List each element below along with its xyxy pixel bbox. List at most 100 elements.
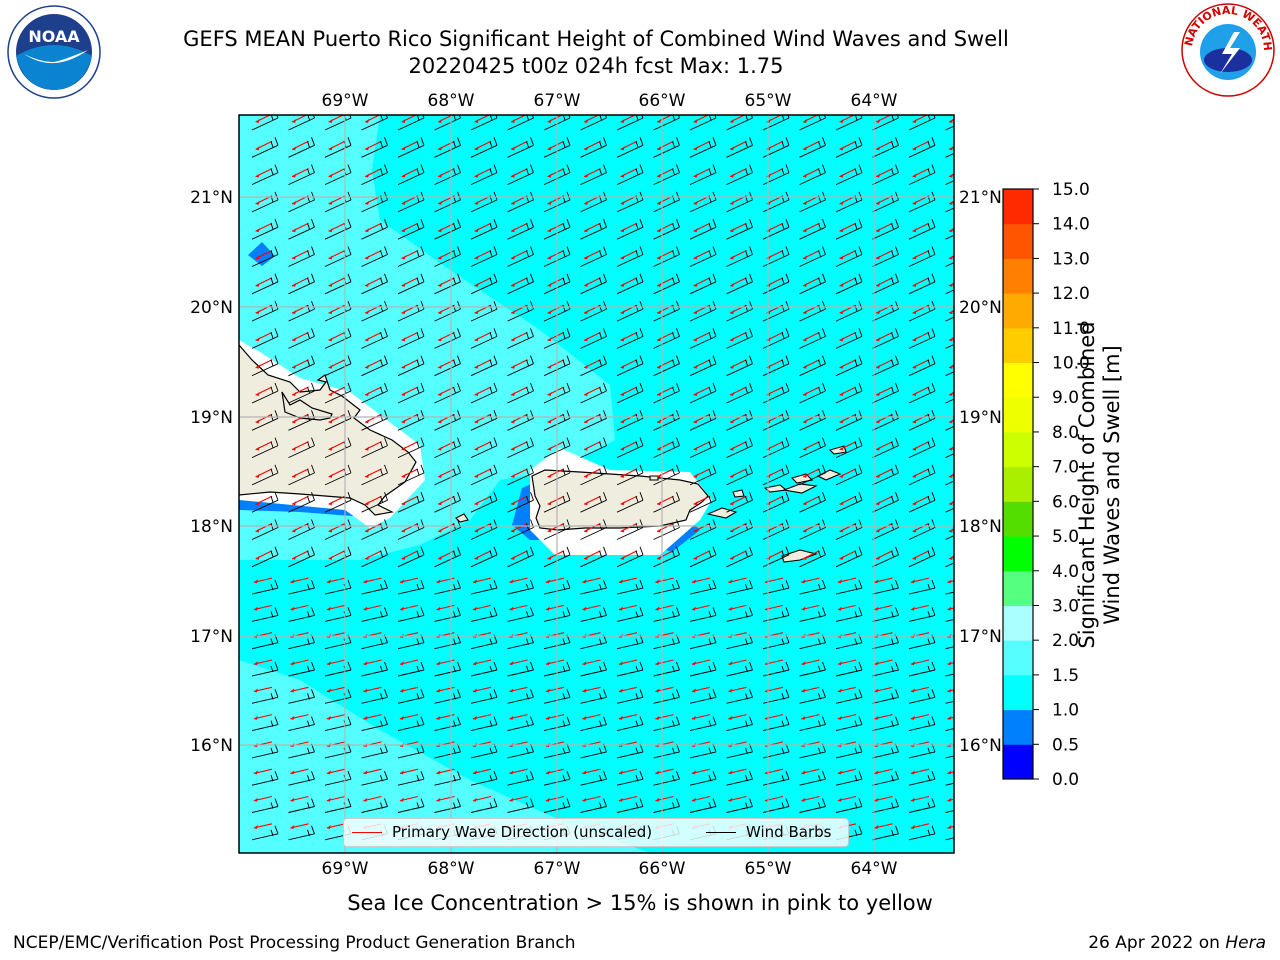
wave-arrow-head bbox=[436, 797, 441, 802]
map-legend: Primary Wave Direction (unscaled) Wind B… bbox=[343, 818, 849, 847]
wind-barb bbox=[945, 125, 954, 131]
wind-barb bbox=[470, 273, 498, 295]
wave-arrow-head bbox=[328, 392, 333, 397]
wind-barb bbox=[689, 771, 717, 786]
wind-barb bbox=[616, 771, 644, 786]
lon-label-top: 66°W bbox=[639, 91, 686, 111]
wave-arrow-head bbox=[255, 228, 260, 233]
wave-arrow-head bbox=[693, 528, 698, 533]
wind-barb bbox=[945, 562, 954, 568]
wind-barb bbox=[470, 137, 498, 158]
wave-arrow-head bbox=[328, 419, 333, 424]
wind-barb bbox=[726, 219, 753, 240]
noaa-logo-icon: NOAA bbox=[7, 5, 101, 99]
wind-barb bbox=[653, 607, 680, 622]
wave-arrow-head bbox=[839, 364, 844, 369]
wave-arrow-head bbox=[801, 661, 806, 666]
wind-barb bbox=[434, 115, 461, 131]
wave-arrow-head bbox=[730, 419, 735, 424]
wind-barb bbox=[835, 355, 863, 377]
wave-arrow-head bbox=[399, 579, 404, 584]
wind-barb bbox=[835, 661, 863, 677]
wave-arrow-head bbox=[292, 528, 297, 533]
wave-arrow-head bbox=[620, 119, 625, 124]
wave-arrow-head bbox=[620, 228, 625, 233]
wave-arrow-head bbox=[401, 364, 406, 369]
wave-arrow-head bbox=[730, 200, 735, 205]
wave-arrow-head bbox=[545, 797, 550, 802]
wave-arrow-head bbox=[657, 228, 662, 233]
wind-barb bbox=[653, 246, 680, 267]
wave-arrow-head bbox=[803, 119, 808, 124]
wind-barb bbox=[945, 810, 954, 813]
wind-barb bbox=[397, 607, 425, 622]
wind-barb bbox=[507, 546, 534, 568]
wave-arrow-head bbox=[365, 555, 370, 560]
colorbar: 0.0 0.5 1.0 1.5 2.0 3.0 4.0 5.0 6.0 7.0 8.0 9.0 10.0… bbox=[1002, 180, 1090, 790]
wave-arrow-head bbox=[547, 282, 552, 287]
colorbar-segment bbox=[1003, 189, 1033, 225]
wave-arrow-head bbox=[801, 715, 806, 720]
wave-arrow-head bbox=[693, 392, 698, 397]
wind-barb bbox=[799, 464, 826, 486]
wind-barb bbox=[251, 115, 279, 131]
wave-arrow-head bbox=[472, 715, 477, 720]
wind-barb bbox=[689, 219, 717, 240]
wave-arrow-head bbox=[253, 661, 258, 666]
wind-barb bbox=[251, 825, 279, 841]
wind-barb bbox=[908, 164, 936, 186]
wind-barb bbox=[251, 798, 279, 813]
wind-barb bbox=[835, 300, 863, 322]
wind-barb bbox=[726, 164, 753, 186]
wave-arrow-head bbox=[328, 119, 333, 124]
wave-arrow-head bbox=[328, 473, 333, 478]
wind-barb bbox=[361, 716, 388, 732]
wind-barb bbox=[689, 164, 717, 186]
wind-barb bbox=[580, 716, 607, 732]
wind-barb bbox=[580, 492, 607, 513]
wind-barb bbox=[288, 300, 315, 322]
wave-arrow-head bbox=[839, 419, 844, 424]
wave-arrow-head bbox=[472, 661, 477, 666]
wind-barb bbox=[762, 579, 790, 595]
wind-barb bbox=[726, 382, 753, 404]
wave-arrow-head bbox=[730, 501, 735, 506]
wave-arrow-head bbox=[803, 501, 808, 506]
wind-barb bbox=[361, 273, 388, 295]
wave-arrow-head bbox=[255, 173, 260, 178]
wave-arrow-head bbox=[401, 310, 406, 315]
wind-barb bbox=[762, 607, 790, 622]
wave-arrow-head bbox=[803, 528, 808, 533]
wave-arrow-head bbox=[584, 446, 589, 451]
wave-arrow-head bbox=[801, 797, 806, 802]
wind-barb bbox=[470, 328, 498, 349]
wave-arrow-head bbox=[728, 688, 733, 693]
wind-barb bbox=[689, 115, 717, 131]
wave-arrow-head bbox=[910, 661, 915, 666]
wind-barb bbox=[507, 137, 534, 158]
lat-label-right: 21°N bbox=[959, 188, 1002, 208]
wave-arrow-head bbox=[365, 364, 370, 369]
lon-label-bottom: 67°W bbox=[534, 859, 581, 879]
wave-arrow-head bbox=[839, 501, 844, 506]
wind-barb bbox=[251, 273, 279, 295]
wind-barb bbox=[908, 246, 936, 267]
wave-arrow-head bbox=[582, 688, 587, 693]
wave-arrow-head bbox=[328, 146, 333, 151]
wind-barb bbox=[616, 115, 644, 131]
wave-arrow-head bbox=[691, 661, 696, 666]
wind-barb bbox=[872, 437, 899, 459]
wind-barb bbox=[689, 579, 717, 595]
wind-barb bbox=[251, 437, 279, 459]
wind-barb bbox=[835, 689, 863, 704]
wave-arrow-head bbox=[474, 364, 479, 369]
wave-arrow-head bbox=[584, 555, 589, 560]
wind-barb bbox=[945, 207, 954, 213]
wind-barb bbox=[397, 328, 425, 349]
wave-arrow-head bbox=[255, 419, 260, 424]
wind-barb bbox=[580, 137, 607, 158]
wave-arrow-head bbox=[255, 255, 260, 260]
wind-barb bbox=[251, 546, 279, 568]
wind-barb bbox=[689, 546, 717, 568]
wave-arrow-head bbox=[328, 337, 333, 342]
